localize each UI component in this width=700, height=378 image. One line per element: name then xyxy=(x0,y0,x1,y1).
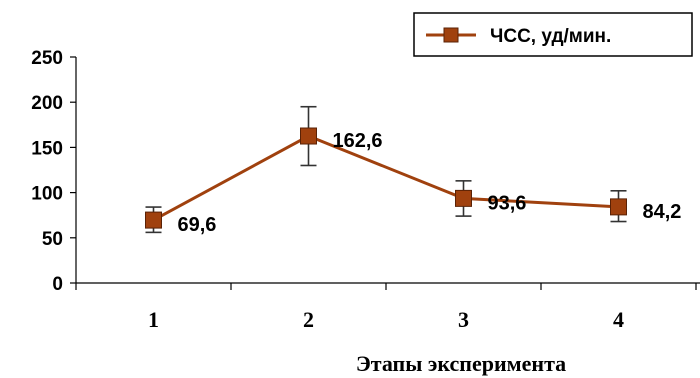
legend-marker-swatch xyxy=(443,27,459,43)
data-point xyxy=(610,198,627,216)
data-point xyxy=(455,189,472,207)
y-tick-label: 250 xyxy=(31,48,63,69)
y-tick-label: 50 xyxy=(42,229,63,250)
legend-entry: ЧСС, уд/мин. xyxy=(490,26,611,47)
data-point xyxy=(145,211,162,229)
x-tick-label: 4 xyxy=(613,307,624,332)
data-label: 84,2 xyxy=(643,201,682,223)
x-ticks: 1 2 3 4 xyxy=(75,283,697,332)
x-axis-label: Этапы эксперимента xyxy=(356,351,566,376)
data-label: 162,6 xyxy=(333,130,383,152)
data-label: 69,6 xyxy=(178,214,217,236)
y-tick-label: 100 xyxy=(31,184,63,205)
data-point xyxy=(300,127,317,145)
plot-area: 69,6 162,6 93,6 84,2 xyxy=(145,105,682,236)
x-tick-label: 3 xyxy=(458,307,469,332)
y-tick-label: 150 xyxy=(31,138,63,159)
y-tick-label: 200 xyxy=(31,93,63,114)
legend: ЧСС, уд/мин. xyxy=(413,12,693,57)
x-axis: 1 2 3 4 Этапы эксперимента xyxy=(75,282,700,376)
y-axis: 0 50 100 150 200 250 xyxy=(31,48,77,295)
x-tick-label: 2 xyxy=(303,307,314,332)
data-label: 93,6 xyxy=(488,192,527,214)
x-tick-label: 1 xyxy=(148,307,159,332)
y-tick-label: 0 xyxy=(52,274,63,295)
series-line xyxy=(152,134,619,222)
y-ticks: 0 50 100 150 200 250 xyxy=(31,48,76,295)
